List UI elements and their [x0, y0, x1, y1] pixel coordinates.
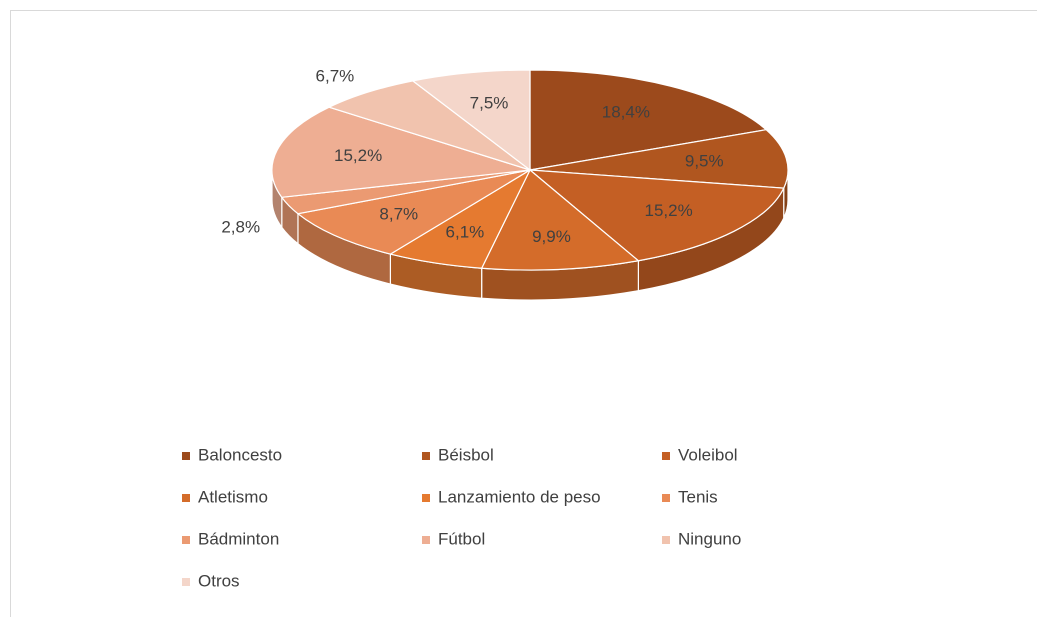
pie-slice [529, 129, 789, 189]
pie-slice [271, 106, 531, 198]
legend-label: Baloncesto [198, 445, 282, 464]
legend-label: Atletismo [198, 487, 268, 506]
legend-swatch [662, 536, 670, 544]
legend-swatch [182, 494, 190, 502]
pie-slice [529, 69, 768, 171]
legend-label: Béisbol [438, 445, 494, 464]
data-label: 15,2% [645, 201, 693, 220]
legend-label: Bádminton [198, 529, 279, 548]
legend-swatch [662, 452, 670, 460]
data-label: 2,8% [221, 217, 260, 236]
legend-label: Fútbol [438, 529, 485, 548]
pie-slice [327, 80, 531, 171]
legend-swatch [422, 536, 430, 544]
legend-label: Lanzamiento de peso [438, 487, 601, 506]
data-label: 8,7% [379, 205, 418, 224]
chart-frame [10, 10, 1037, 617]
data-label: 7,5% [470, 93, 509, 112]
legend-swatch [182, 536, 190, 544]
legend-label: Voleibol [678, 445, 738, 464]
pie-slice [296, 169, 531, 255]
data-label: 18,4% [602, 103, 650, 122]
pie-slice [528, 169, 785, 262]
legend-label: Ninguno [678, 529, 741, 548]
data-label: 6,7% [316, 66, 355, 85]
pie-slice [480, 169, 640, 271]
legend-swatch [182, 578, 190, 586]
legend-swatch [182, 452, 190, 460]
legend-swatch [422, 452, 430, 460]
legend-label: Tenis [678, 487, 718, 506]
data-label: 9,9% [532, 227, 571, 246]
legend-swatch [662, 494, 670, 502]
data-label: 9,5% [685, 152, 724, 171]
legend-swatch [422, 494, 430, 502]
legend-label: Otros [198, 571, 240, 590]
pie-slice [411, 69, 531, 172]
data-label: 15,2% [334, 146, 382, 165]
data-label: 6,1% [446, 223, 485, 242]
